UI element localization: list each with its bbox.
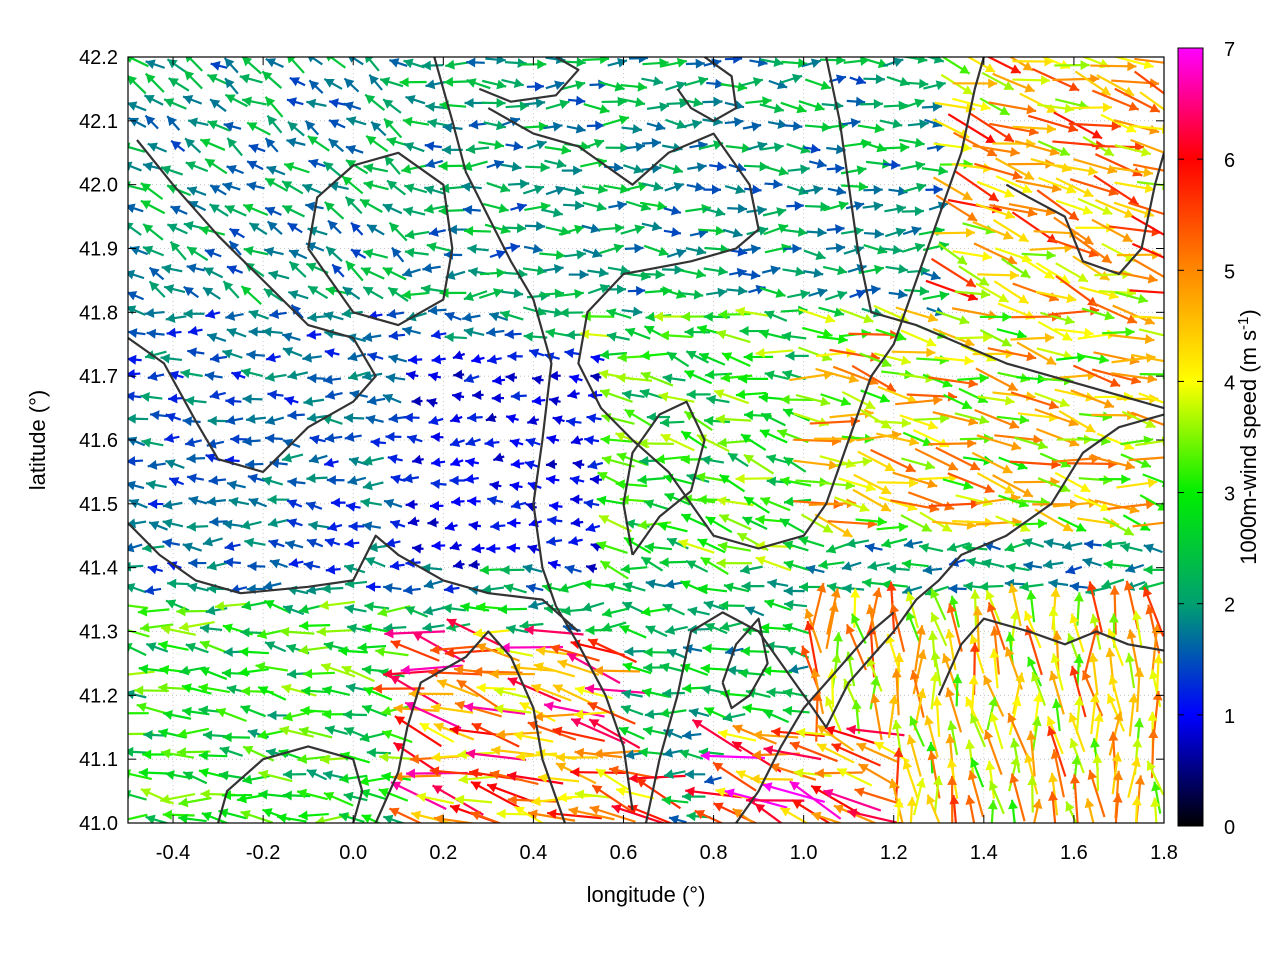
wind-arrow-head: [115, 600, 125, 610]
wind-arrow-head: [117, 815, 127, 825]
wind-arrow-head: [119, 729, 128, 739]
wind-arrow-head: [117, 708, 126, 718]
wind-arrow-head: [122, 562, 131, 572]
wind-arrow-head: [119, 670, 128, 680]
wind-arrow-shaft: [122, 566, 144, 568]
wind-arrow-head: [118, 625, 128, 635]
